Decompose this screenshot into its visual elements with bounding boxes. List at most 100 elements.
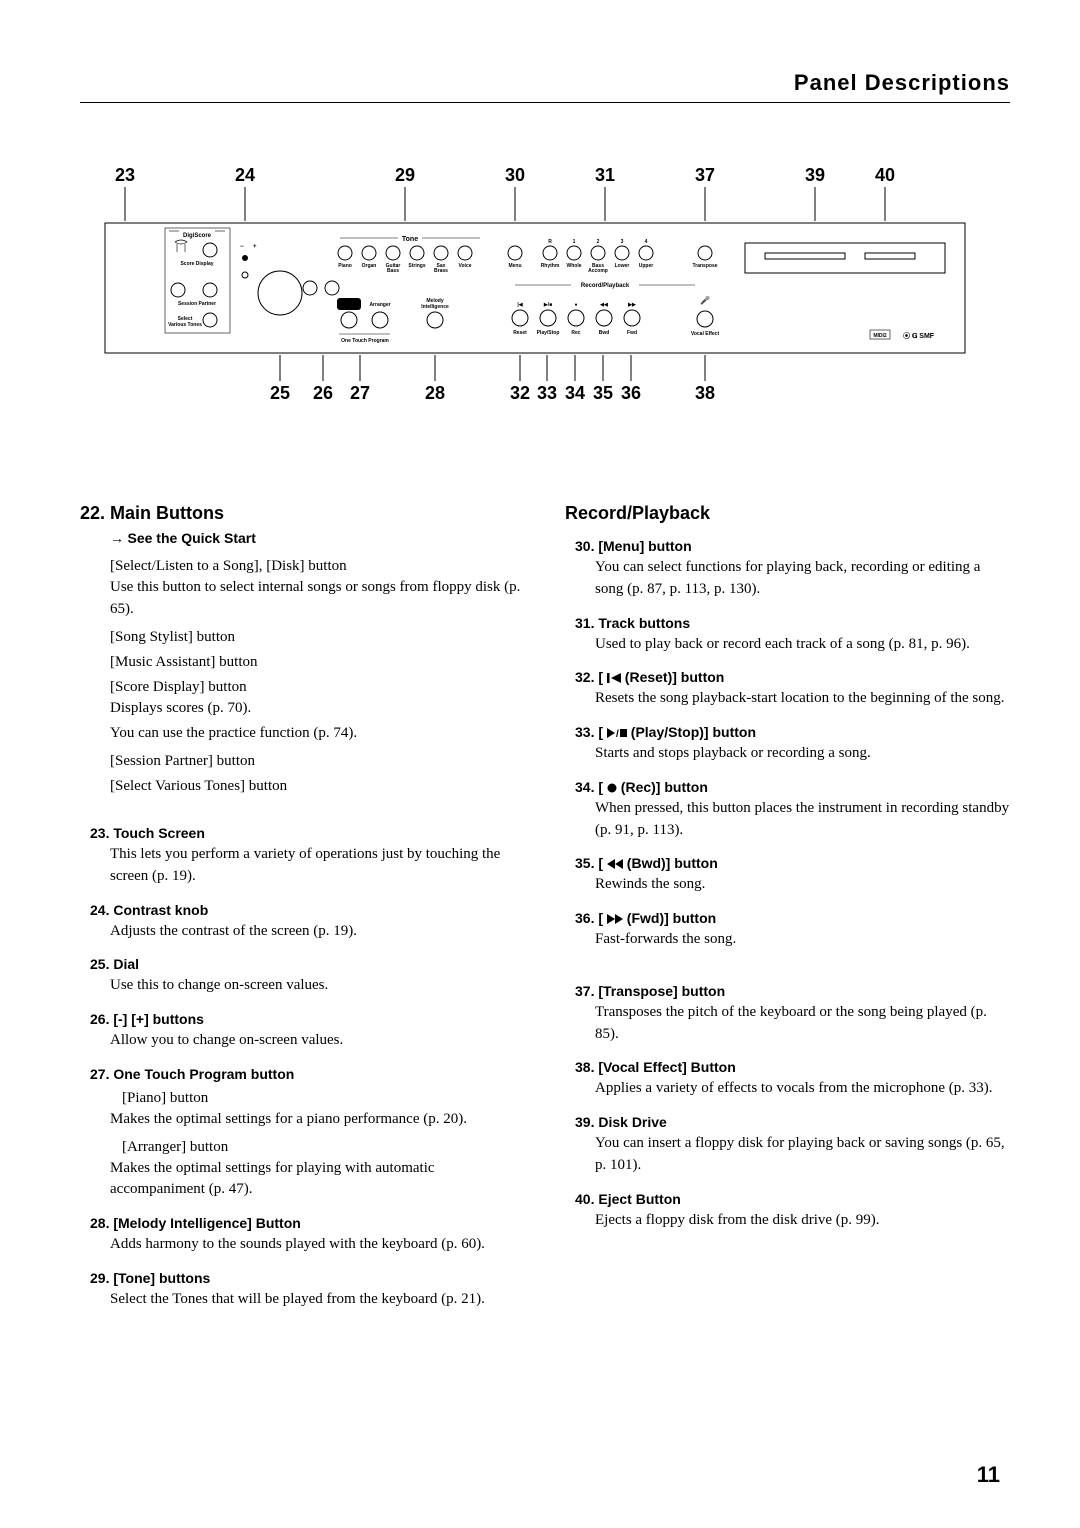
svg-text:Whole: Whole — [567, 263, 582, 269]
svg-text:33: 33 — [537, 383, 557, 403]
h36-pre: 36. [ — [575, 910, 607, 926]
svg-text:37: 37 — [695, 165, 715, 185]
page-title: Panel Descriptions — [80, 70, 1010, 96]
svg-text:Piano: Piano — [338, 263, 352, 269]
h29: 29. [Tone] buttons — [90, 1270, 525, 1286]
h30: 30. [Menu] button — [575, 538, 1010, 554]
bwd-icon — [607, 859, 623, 869]
h36-post: (Fwd)] button — [623, 910, 716, 926]
h24: 24. Contrast knob — [90, 902, 525, 918]
svg-text:Bwd: Bwd — [599, 330, 610, 336]
svg-text:30: 30 — [505, 165, 525, 185]
svg-text:●: ● — [574, 302, 577, 308]
svg-text:One Touch Program: One Touch Program — [341, 338, 389, 344]
svg-text:27: 27 — [350, 383, 370, 403]
label-score: [Score Display] button — [110, 679, 525, 696]
d23: This lets you perform a variety of opera… — [110, 844, 525, 888]
h36: 36. [ (Fwd)] button — [575, 910, 1010, 926]
svg-text:DigiScore: DigiScore — [183, 233, 212, 239]
d37: Transposes the pitch of the keyboard or … — [595, 1002, 1010, 1046]
label-music: [Music Assistant] button — [110, 654, 525, 671]
h28: 28. [Melody Intelligence] Button — [90, 1215, 525, 1231]
hrec: Record/Playback — [565, 503, 1010, 524]
d-piano: Makes the optimal settings for a piano p… — [110, 1109, 525, 1131]
h32: 32. [ (Reset)] button — [575, 669, 1010, 685]
d39: You can insert a floppy disk for playing… — [595, 1133, 1010, 1177]
left-column: 22. Main Buttons → See the Quick Start [… — [80, 503, 525, 1315]
svg-text:MIDI2: MIDI2 — [873, 333, 887, 339]
svg-text:Brass: Brass — [434, 268, 448, 274]
reset-icon — [607, 673, 621, 683]
d31: Used to play back or record each track o… — [595, 634, 1010, 656]
label-select: [Select/Listen to a Song], [Disk] button — [110, 558, 525, 575]
svg-text:Reset: Reset — [513, 330, 527, 336]
svg-text:Score Display: Score Display — [180, 261, 213, 267]
d38: Applies a variety of effects to vocals f… — [595, 1078, 1010, 1100]
svg-text:31: 31 — [595, 165, 615, 185]
svg-text:36: 36 — [621, 383, 641, 403]
svg-text:−: − — [240, 244, 244, 250]
svg-text:⦿ 𝐆 SMF: ⦿ 𝐆 SMF — [903, 331, 935, 340]
d30: You can select functions for playing bac… — [595, 557, 1010, 601]
svg-text:Transpose: Transpose — [692, 263, 717, 269]
svg-text:▶▶: ▶▶ — [627, 302, 637, 308]
playstop-icon: / — [607, 728, 627, 738]
svg-text:R: R — [548, 239, 552, 245]
desc-select: Use this button to select internal songs… — [110, 577, 525, 621]
svg-text:29: 29 — [395, 165, 415, 185]
h23: 23. Touch Screen — [90, 825, 525, 841]
svg-text:Session Partner: Session Partner — [178, 301, 216, 307]
svg-text:Various Tones: Various Tones — [168, 322, 202, 328]
desc-score2: You can use the practice function (p. 74… — [110, 723, 525, 745]
d32: Resets the song playback-start location … — [595, 688, 1010, 710]
svg-text:/: / — [616, 729, 619, 738]
title-rule — [80, 102, 1010, 103]
page-number: 11 — [977, 1462, 1000, 1488]
svg-text:▶/■: ▶/■ — [543, 302, 552, 308]
h32-post: (Reset)] button — [621, 669, 724, 685]
d29: Select the Tones that will be played fro… — [110, 1289, 525, 1311]
h26: 26. [-] [+] buttons — [90, 1011, 525, 1027]
h32-pre: 32. [ — [575, 669, 607, 685]
right-column: Record/Playback 30. [Menu] button You ca… — [565, 503, 1010, 1315]
d-arranger: Makes the optimal settings for playing w… — [110, 1158, 525, 1202]
svg-text:26: 26 — [313, 383, 333, 403]
svg-text:Record/Playback: Record/Playback — [581, 283, 630, 289]
svg-text:Arranger: Arranger — [369, 302, 390, 308]
label-songstylist: [Song Stylist] button — [110, 629, 525, 646]
svg-text:Tone: Tone — [402, 236, 418, 243]
svg-text:32: 32 — [510, 383, 530, 403]
d33: Starts and stops playback or recording a… — [595, 743, 1010, 765]
desc-score1: Displays scores (p. 70). — [110, 698, 525, 720]
svg-text:Organ: Organ — [362, 263, 377, 269]
svg-text:23: 23 — [115, 165, 135, 185]
h37: 37. [Transpose] button — [575, 983, 1010, 999]
d24: Adjusts the contrast of the screen (p. 1… — [110, 921, 525, 943]
svg-text:Upper: Upper — [639, 263, 654, 269]
svg-text:+: + — [253, 244, 257, 250]
label-various: [Select Various Tones] button — [110, 778, 525, 795]
h33-pre: 33. [ — [575, 724, 607, 740]
svg-text:24: 24 — [235, 165, 255, 185]
h33: 33. [ / (Play/Stop)] button — [575, 724, 1010, 740]
svg-text:Vocal Effect: Vocal Effect — [691, 331, 720, 337]
svg-text:Rec: Rec — [571, 330, 580, 336]
label-session: [Session Partner] button — [110, 753, 525, 770]
svg-text:2: 2 — [597, 239, 600, 245]
label-piano: [Piano] button — [122, 1090, 525, 1107]
h27: 27. One Touch Program button — [90, 1066, 525, 1082]
d40: Ejects a floppy disk from the disk drive… — [595, 1210, 1010, 1232]
svg-text:Piano: Piano — [342, 302, 356, 308]
diagram-svg: .lnum { font: bold 18px Arial; } .tiny {… — [80, 163, 1010, 473]
svg-text:Rhythm: Rhythm — [541, 263, 560, 269]
svg-text:|◀: |◀ — [517, 302, 522, 308]
svg-text:Lower: Lower — [615, 263, 630, 269]
svg-text:Play/Stop: Play/Stop — [537, 330, 560, 336]
d28: Adds harmony to the sounds played with t… — [110, 1234, 525, 1256]
svg-text:4: 4 — [645, 239, 648, 245]
svg-text:🎤: 🎤 — [700, 295, 710, 305]
svg-text:Accomp: Accomp — [588, 268, 608, 274]
svg-text:38: 38 — [695, 383, 715, 403]
h34: 34. [ (Rec)] button — [575, 779, 1010, 795]
quick-start-ref: → See the Quick Start — [110, 530, 525, 548]
